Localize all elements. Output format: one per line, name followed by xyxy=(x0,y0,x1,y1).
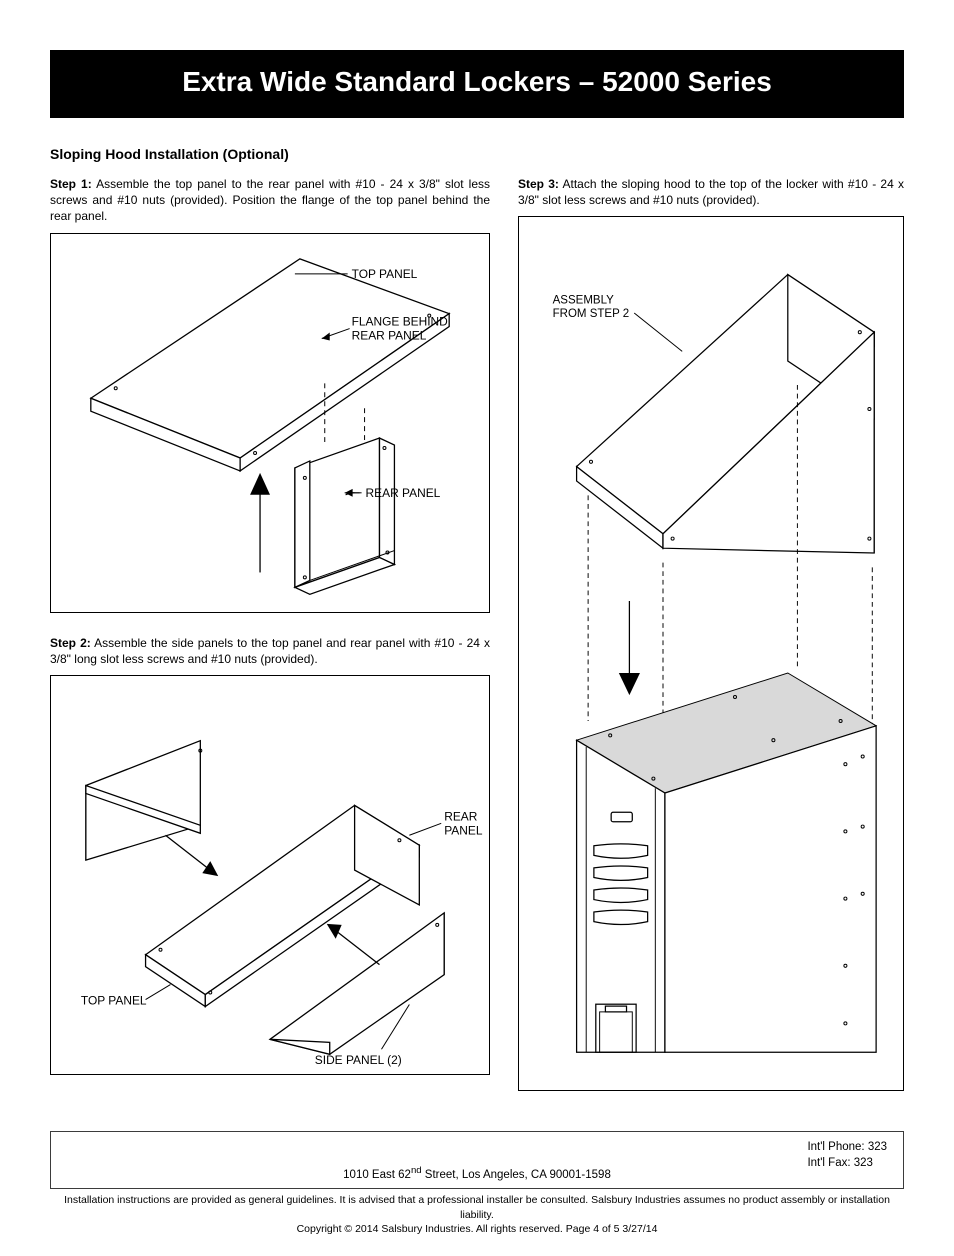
title-bar: Extra Wide Standard Lockers – 52000 Seri… xyxy=(50,50,904,118)
fig3-assembly-label2: FROM STEP 2 xyxy=(553,308,630,320)
figure1-svg: TOP PANEL FLANGE BEHIND REAR PANEL xyxy=(51,234,489,612)
disclaimer-line2: Copyright © 2014 Salsbury Industries. Al… xyxy=(50,1222,904,1236)
step3-body: Attach the sloping hood to the top of th… xyxy=(518,177,904,207)
right-column: Step 3: Attach the sloping hood to the t… xyxy=(518,176,904,1113)
step2-text: Step 2: Assemble the side panels to the … xyxy=(50,635,490,667)
figure-step2: REAR PANEL TOP PANEL SIDE PANEL (2) xyxy=(50,675,490,1075)
fig1-flange-label: FLANGE BEHIND xyxy=(352,314,449,328)
step1-text: Step 1: Assemble the top panel to the re… xyxy=(50,176,490,225)
up-arrow-icon xyxy=(250,472,270,572)
disclaimer: Installation instructions are provided a… xyxy=(50,1193,904,1236)
columns: Step 1: Assemble the top panel to the re… xyxy=(50,176,904,1113)
fig3-assembly-label1: ASSEMBLY xyxy=(553,295,615,307)
intl-phone-label: Int'l Phone: xyxy=(807,1141,867,1153)
fig1-flange-label2: REAR PANEL xyxy=(352,328,427,342)
footer-addr-sup: nd xyxy=(411,1165,422,1176)
step2-body: Assemble the side panels to the top pane… xyxy=(50,636,490,666)
down-arrow-icon xyxy=(619,601,640,695)
page: Extra Wide Standard Lockers – 52000 Seri… xyxy=(0,0,954,1256)
fig2-top-panel-label: TOP PANEL xyxy=(81,994,147,1008)
arrow-left-icon xyxy=(165,835,218,876)
figure-step1: TOP PANEL FLANGE BEHIND REAR PANEL xyxy=(50,233,490,613)
fig2-rear-label1: REAR xyxy=(444,810,478,824)
arrow-right-icon xyxy=(327,924,380,965)
figure3-svg: ASSEMBLY FROM STEP 2 xyxy=(519,217,903,1057)
footer-box: Int'l Phone: 323 Int'l Fax: 323 1010 Eas… xyxy=(50,1131,904,1189)
fig2-side-panel-label: SIDE PANEL (2) xyxy=(315,1053,402,1067)
left-column: Step 1: Assemble the top panel to the re… xyxy=(50,176,490,1113)
step3-label: Step 3: xyxy=(518,177,559,191)
footer-addr-2: Street, Los Angeles, CA 90001-1598 xyxy=(422,1168,611,1180)
fig1-top-panel-label: TOP PANEL xyxy=(352,266,418,280)
fig1-rear-panel-label: REAR PANEL xyxy=(366,485,441,499)
step2-label: Step 2: xyxy=(50,636,91,650)
step3-text: Step 3: Attach the sloping hood to the t… xyxy=(518,176,904,208)
page-title: Extra Wide Standard Lockers – 52000 Seri… xyxy=(182,66,772,97)
footer-address: 1010 East 62nd Street, Los Angeles, CA 9… xyxy=(51,1165,903,1181)
figure-step3: ASSEMBLY FROM STEP 2 xyxy=(518,216,904,1091)
disclaimer-line1: Installation instructions are provided a… xyxy=(50,1193,904,1221)
step1-body: Assemble the top panel to the rear panel… xyxy=(50,177,490,223)
intl-phone: 323 xyxy=(868,1141,887,1153)
fig2-rear-label2: PANEL xyxy=(444,823,483,837)
footer-addr-1: 1010 East 62 xyxy=(343,1168,411,1180)
figure2-svg: REAR PANEL TOP PANEL SIDE PANEL (2) xyxy=(51,676,489,1074)
section-title: Sloping Hood Installation (Optional) xyxy=(50,146,904,162)
step1-label: Step 1: xyxy=(50,177,92,191)
